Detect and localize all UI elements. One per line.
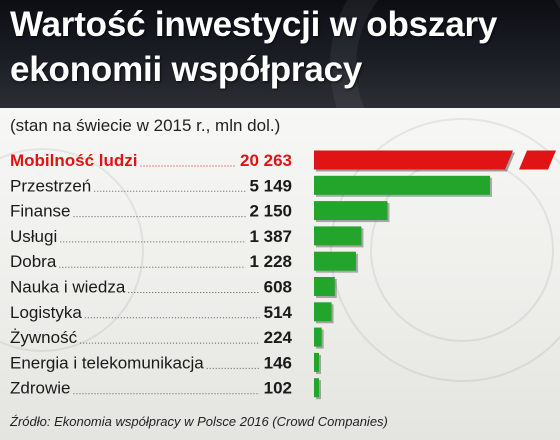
- category-label: Finanse: [10, 202, 70, 221]
- category-label: Logistyka: [10, 303, 82, 322]
- bar: [314, 378, 319, 398]
- chart-subtitle: (stan na świecie w 2015 r., mln dol.): [10, 116, 281, 135]
- bar: [314, 201, 388, 221]
- bar: [314, 226, 362, 246]
- category-label: Mobilność ludzi: [10, 151, 138, 170]
- bar-highlight: [314, 150, 513, 170]
- header-banner: Wartość inwestycji w obszary ekonomii ws…: [0, 0, 560, 108]
- category-label: Żywność: [10, 328, 78, 347]
- bar: [314, 277, 335, 296]
- value-label: 1 228: [249, 252, 292, 271]
- category-label: Nauka i wiedza: [10, 278, 126, 297]
- value-label: 514: [264, 303, 293, 322]
- value-label: 5 149: [249, 176, 292, 195]
- source-note: Źródło: Ekonomia współpracy w Polsce 201…: [10, 414, 388, 429]
- category-label: Dobra: [10, 252, 57, 271]
- category-label: Przestrzeń: [10, 176, 91, 195]
- watermark-seal: [330, 118, 560, 382]
- bar: [314, 251, 356, 271]
- value-label: 608: [264, 278, 292, 297]
- value-label: 1 387: [249, 227, 292, 246]
- value-label: 146: [264, 353, 292, 372]
- bar: [314, 352, 319, 372]
- category-label: Zdrowie: [10, 379, 70, 398]
- value-label: 224: [264, 328, 293, 347]
- value-label: 2 150: [249, 202, 292, 221]
- category-label: Usługi: [10, 227, 57, 246]
- bar: [314, 302, 332, 322]
- value-label: 20 263: [240, 151, 292, 170]
- value-label: 102: [264, 379, 292, 398]
- category-label: Energia i telekomunikacja: [10, 353, 204, 372]
- bar: [314, 175, 490, 195]
- chart-title: Wartość inwestycji w obszary ekonomii ws…: [10, 5, 498, 89]
- bar: [314, 327, 322, 347]
- bar-highlight-end: [519, 150, 556, 170]
